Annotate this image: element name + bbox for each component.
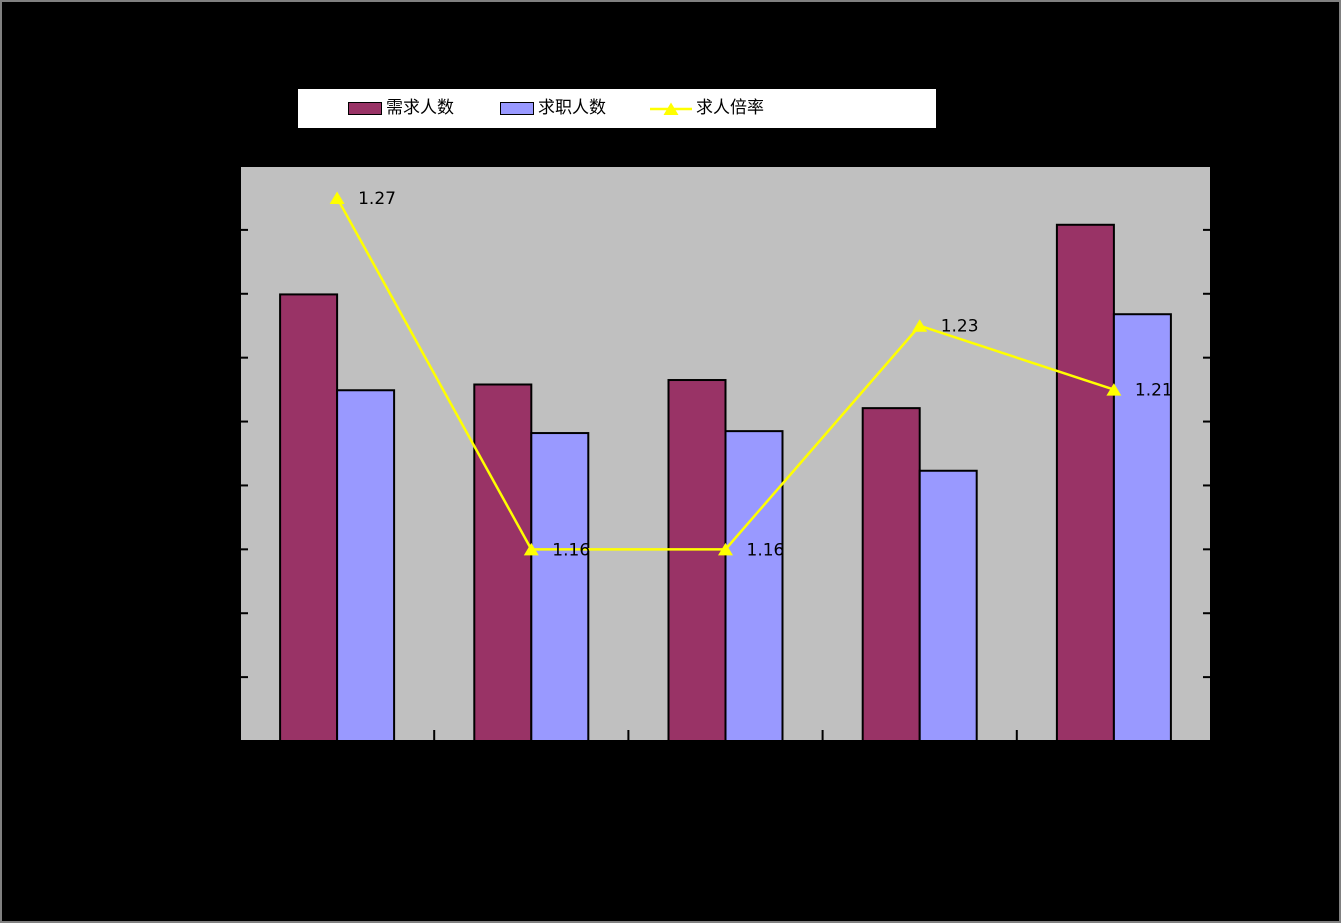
- applicants-bar-4: [1112, 313, 1172, 742]
- legend-label-applicants: 求职人数: [538, 98, 606, 118]
- applicants-bar-1: [530, 432, 590, 742]
- demand-bar-2: [667, 379, 727, 742]
- legend: 需求人数 求职人数 求人倍率: [297, 88, 937, 129]
- ratio-point-label-2: 1.16: [747, 540, 785, 560]
- legend-item-demand: 需求人数: [348, 89, 454, 128]
- ratio-line-swatch-icon: [650, 102, 692, 115]
- ratio-swatch-marker: [663, 102, 679, 115]
- ratio-point-label-4: 1.21: [1135, 381, 1173, 401]
- plot-area: 1.27 1.16 1.16 1.23 1.21: [239, 165, 1212, 742]
- legend-item-ratio: 求人倍率: [650, 89, 764, 128]
- ratio-point-label-3: 1.23: [941, 317, 979, 337]
- applicants-swatch-icon: [500, 102, 534, 115]
- legend-label-ratio: 求人倍率: [696, 98, 764, 118]
- demand-swatch-icon: [348, 102, 382, 115]
- demand-bar-4: [1055, 223, 1115, 742]
- demand-bar-0: [279, 293, 339, 742]
- applicants-bar-2: [724, 430, 784, 742]
- chart-svg: 1.27 1.16 1.16 1.23 1.21: [239, 165, 1212, 742]
- ratio-point-3: [912, 319, 928, 332]
- ratio-point-0: [329, 191, 345, 204]
- demand-bar-1: [473, 383, 533, 742]
- ratio-point-1: [523, 542, 539, 556]
- legend-label-demand: 需求人数: [386, 98, 454, 118]
- demand-bar-3: [861, 407, 921, 742]
- ratio-point-4: [1106, 383, 1122, 396]
- applicants-bar-0: [336, 389, 396, 742]
- ratio-point-label-1: 1.16: [552, 540, 590, 560]
- ratio-point-2: [718, 542, 733, 556]
- ratio-point-label-0: 1.27: [358, 189, 396, 209]
- legend-item-applicants: 求职人数: [500, 89, 606, 128]
- applicants-bar-3: [918, 469, 978, 742]
